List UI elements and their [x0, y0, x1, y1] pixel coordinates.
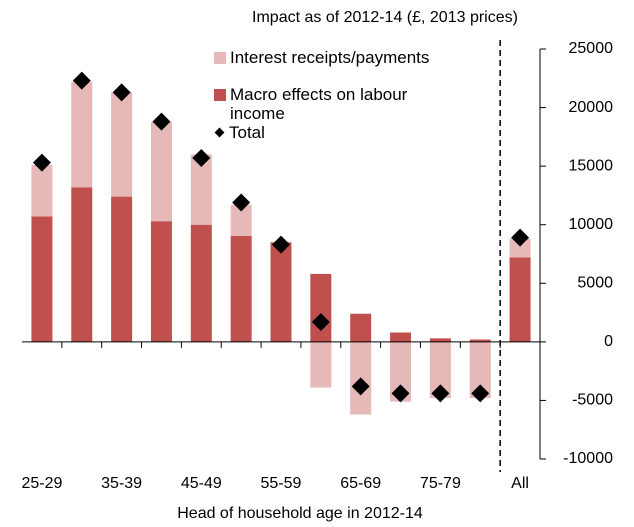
total-marker [112, 83, 131, 102]
x-tick-label: 55-59 [261, 475, 302, 492]
bar-segment [310, 341, 332, 388]
chart-title: Impact as of 2012-14 (£, 2013 prices) [252, 9, 518, 26]
total-marker [232, 193, 251, 212]
y-tick-label: 0 [604, 333, 613, 350]
y-tick-label: 10000 [569, 216, 614, 233]
x-tick-label: 75-79 [420, 475, 461, 492]
bar-segment [469, 339, 491, 342]
total-marker [152, 112, 171, 131]
legend-entry: Macro effects on labour income [214, 85, 435, 123]
total-marker [351, 377, 370, 396]
bar-segment [230, 235, 252, 342]
total-marker [511, 228, 530, 247]
bar-segment [190, 154, 212, 225]
total-marker [471, 384, 490, 403]
y-tick-label: -5000 [572, 392, 613, 409]
bar-segment [190, 224, 212, 342]
x-tick-label: 45-49 [181, 475, 222, 492]
x-tick-label: 65-69 [340, 475, 381, 492]
legend: Interest receipts/payments Macro effects … [214, 48, 435, 160]
bar-segment [310, 273, 332, 342]
legend-label: Total [229, 123, 265, 142]
x-tick-label: 35-39 [101, 475, 142, 492]
total-marker [311, 312, 330, 331]
bar-segment [509, 257, 531, 342]
x-tick-label: 25-29 [21, 475, 62, 492]
bar-segment [230, 204, 252, 236]
total-marker [192, 148, 211, 167]
total-marker [391, 384, 410, 403]
total-marker [72, 71, 91, 90]
legend-swatch [214, 52, 226, 64]
bar-segment [111, 196, 133, 342]
bar-segment [111, 92, 133, 197]
bar-segment [150, 121, 172, 222]
legend-swatch [214, 127, 225, 138]
bar-segment [429, 338, 451, 342]
bar-segment [390, 332, 412, 342]
bar-segment [31, 164, 53, 217]
bar-segment [270, 242, 292, 342]
legend-swatch [214, 89, 226, 101]
bar-segment [469, 341, 491, 399]
bar-segment [71, 81, 93, 188]
y-tick-label: -10000 [563, 450, 613, 467]
total-marker [431, 384, 450, 403]
y-tick-label: 25000 [569, 40, 614, 57]
bar-segment [390, 341, 412, 402]
total-marker [272, 235, 290, 254]
legend-entry: Total [214, 123, 435, 142]
legend-label: Interest receipts/payments [230, 48, 430, 67]
x-tick-label: All [511, 475, 529, 492]
bar-segment [429, 341, 451, 399]
total-marker [32, 153, 51, 172]
bar-segment [150, 221, 172, 342]
bar-segment [350, 313, 372, 342]
legend-label: Macro effects on labour income [230, 85, 408, 123]
legend-entry: Interest receipts/payments [214, 48, 435, 67]
y-tick-label: 15000 [569, 157, 614, 174]
y-tick-label: 20000 [569, 99, 614, 116]
y-tick-label: 5000 [577, 275, 613, 292]
x-axis-label: Head of household age in 2012-14 [177, 505, 423, 522]
bar-segment [509, 238, 531, 258]
bar-segment [31, 216, 53, 342]
bar-segment [71, 187, 93, 342]
